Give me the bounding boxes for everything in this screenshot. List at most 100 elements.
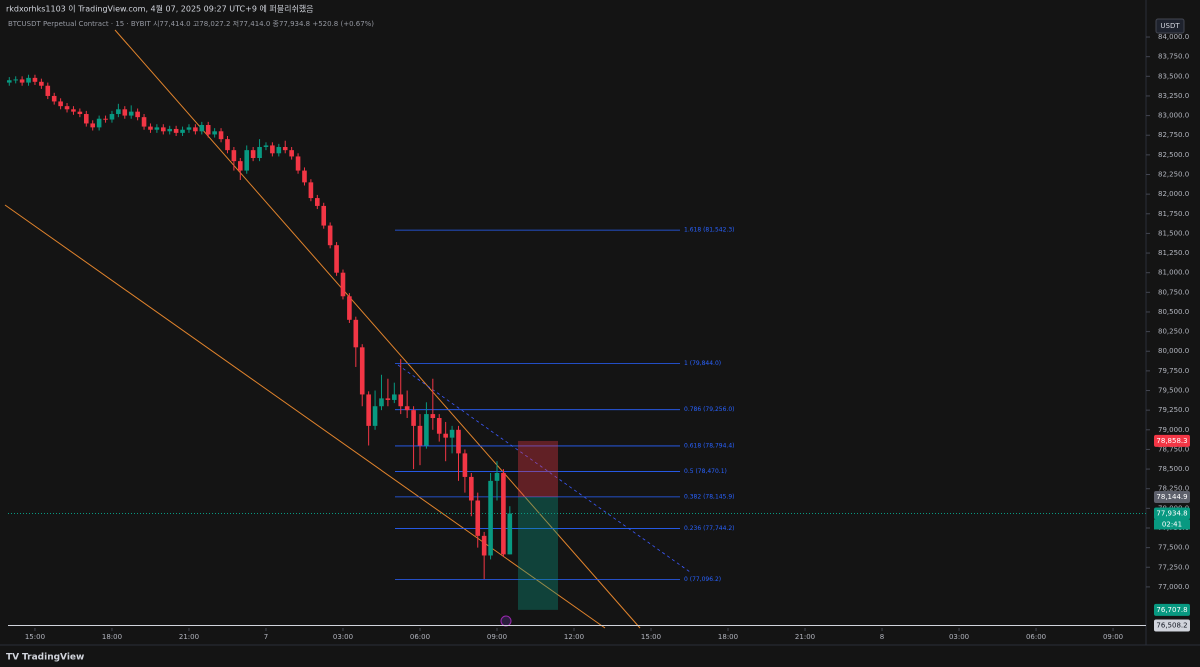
price-tag [1154, 490, 1190, 503]
candle-body [302, 170, 307, 183]
fib-label: 0 (77,096.2) [684, 576, 721, 583]
price-tag [1154, 507, 1190, 520]
candle-body [96, 118, 102, 128]
x-tick-label: 21:00 [179, 633, 199, 641]
candle-body [507, 513, 513, 555]
candle-body [218, 131, 224, 140]
y-tick-label: 80,500.0 [1158, 308, 1189, 316]
x-tick-label: 06:00 [410, 633, 430, 641]
candle-body [128, 111, 134, 116]
x-tick-label: 21:00 [795, 633, 815, 641]
candle-body [122, 109, 128, 116]
candle-body [270, 145, 275, 154]
candle-body [327, 225, 333, 246]
candle-body [173, 128, 179, 133]
y-tick-label: 82,250.0 [1158, 171, 1189, 179]
candle-body [347, 296, 352, 320]
candle-body [366, 394, 371, 426]
candle-body [456, 429, 461, 454]
x-tick-label: 18:00 [718, 633, 738, 641]
candle-body [385, 398, 391, 400]
candle-body [417, 425, 423, 446]
candle-body [321, 205, 327, 226]
candle-body [263, 145, 269, 148]
x-tick-label: 03:00 [949, 633, 969, 641]
candle-body [436, 418, 442, 434]
publisher-line: rkdxorhks1103 이 TradingView.com, 4월 07, … [6, 4, 314, 14]
x-tick-label: 8 [880, 633, 884, 641]
candle-body [148, 126, 153, 130]
candle-body [244, 150, 250, 171]
y-tick-label: 82,000.0 [1158, 190, 1189, 198]
y-tick-label: 83,500.0 [1158, 72, 1189, 80]
y-tick-label: 79,250.0 [1158, 406, 1189, 414]
x-tick-label: 03:00 [333, 633, 353, 641]
candle-body [193, 127, 198, 132]
candle-body [449, 429, 455, 438]
x-tick-label: 18:00 [102, 633, 122, 641]
candle-body [353, 319, 359, 348]
candle-body [13, 79, 19, 81]
brand: TradingView [22, 653, 84, 663]
candle-body [340, 272, 346, 297]
candle-body [282, 147, 288, 151]
candle-body [19, 79, 25, 83]
y-tick-label: 81,000.0 [1158, 269, 1189, 277]
candle-body [469, 476, 474, 501]
candle-body [180, 129, 185, 133]
trendline[interactable] [4, 204, 606, 629]
fib-label: 0.236 (77,744.2) [684, 525, 734, 532]
x-tick-label: 15:00 [641, 633, 661, 641]
fib-label: 0.382 (78,145.9) [684, 493, 734, 500]
symbol-line: BTCUSDT Perpetual Contract · 15 · BYBIT … [8, 19, 374, 28]
y-tick-label: 80,250.0 [1158, 328, 1189, 336]
candle-body [231, 150, 237, 162]
fib-label: 1.618 (81,542.3) [684, 227, 734, 234]
candle-body [167, 128, 173, 132]
candle-body [238, 161, 243, 171]
price-tag [1154, 619, 1190, 632]
candle-body [90, 123, 96, 128]
y-tick-label: 77,000.0 [1158, 583, 1189, 591]
brand-logo: TV [6, 653, 19, 663]
y-tick-label: 83,250.0 [1158, 92, 1189, 100]
currency-box[interactable] [1155, 18, 1185, 34]
y-tick-label: 84,000.0 [1158, 33, 1189, 41]
price-tag [1154, 603, 1190, 616]
y-tick-label: 77,250.0 [1158, 563, 1189, 571]
candle-body [71, 109, 76, 112]
candle-body [411, 410, 416, 426]
candle-body [250, 150, 256, 159]
x-tick-label: 7 [264, 633, 268, 641]
y-tick-label: 81,750.0 [1158, 210, 1189, 218]
candle-body [372, 406, 378, 426]
candle-body [64, 106, 70, 110]
fib-label: 0.786 (79,256.0) [684, 406, 734, 413]
stop-zone [518, 440, 558, 497]
candle-body [315, 198, 320, 206]
candle-body [39, 81, 44, 86]
price-tag-label: 77,934.8 [1156, 509, 1187, 517]
price-tag-label: 78,858.3 [1156, 437, 1187, 445]
y-tick-label: 83,000.0 [1158, 112, 1189, 120]
candle-body [186, 127, 192, 130]
plot: 77,000.077,250.077,500.077,750.078,000.0… [6, 33, 1190, 641]
y-tick-label: 81,500.0 [1158, 229, 1189, 237]
x-tick-label: 06:00 [1026, 633, 1046, 641]
x-tick-label: 09:00 [1103, 633, 1123, 641]
candle-body [225, 139, 230, 151]
y-tick-label: 79,750.0 [1158, 367, 1189, 375]
candle-body [295, 156, 301, 171]
candle-body [488, 480, 493, 556]
candle-body [103, 118, 108, 120]
candle-body [462, 453, 468, 477]
fib-label: 0.618 (78,794.4) [684, 442, 734, 449]
candle-body [51, 95, 57, 102]
candle-body [26, 77, 31, 83]
y-tick-label: 77,500.0 [1158, 544, 1189, 552]
candle-body [58, 101, 63, 107]
event-marker[interactable] [500, 615, 512, 627]
currency-label[interactable]: USDT [1160, 22, 1180, 30]
candle-body [424, 414, 429, 446]
